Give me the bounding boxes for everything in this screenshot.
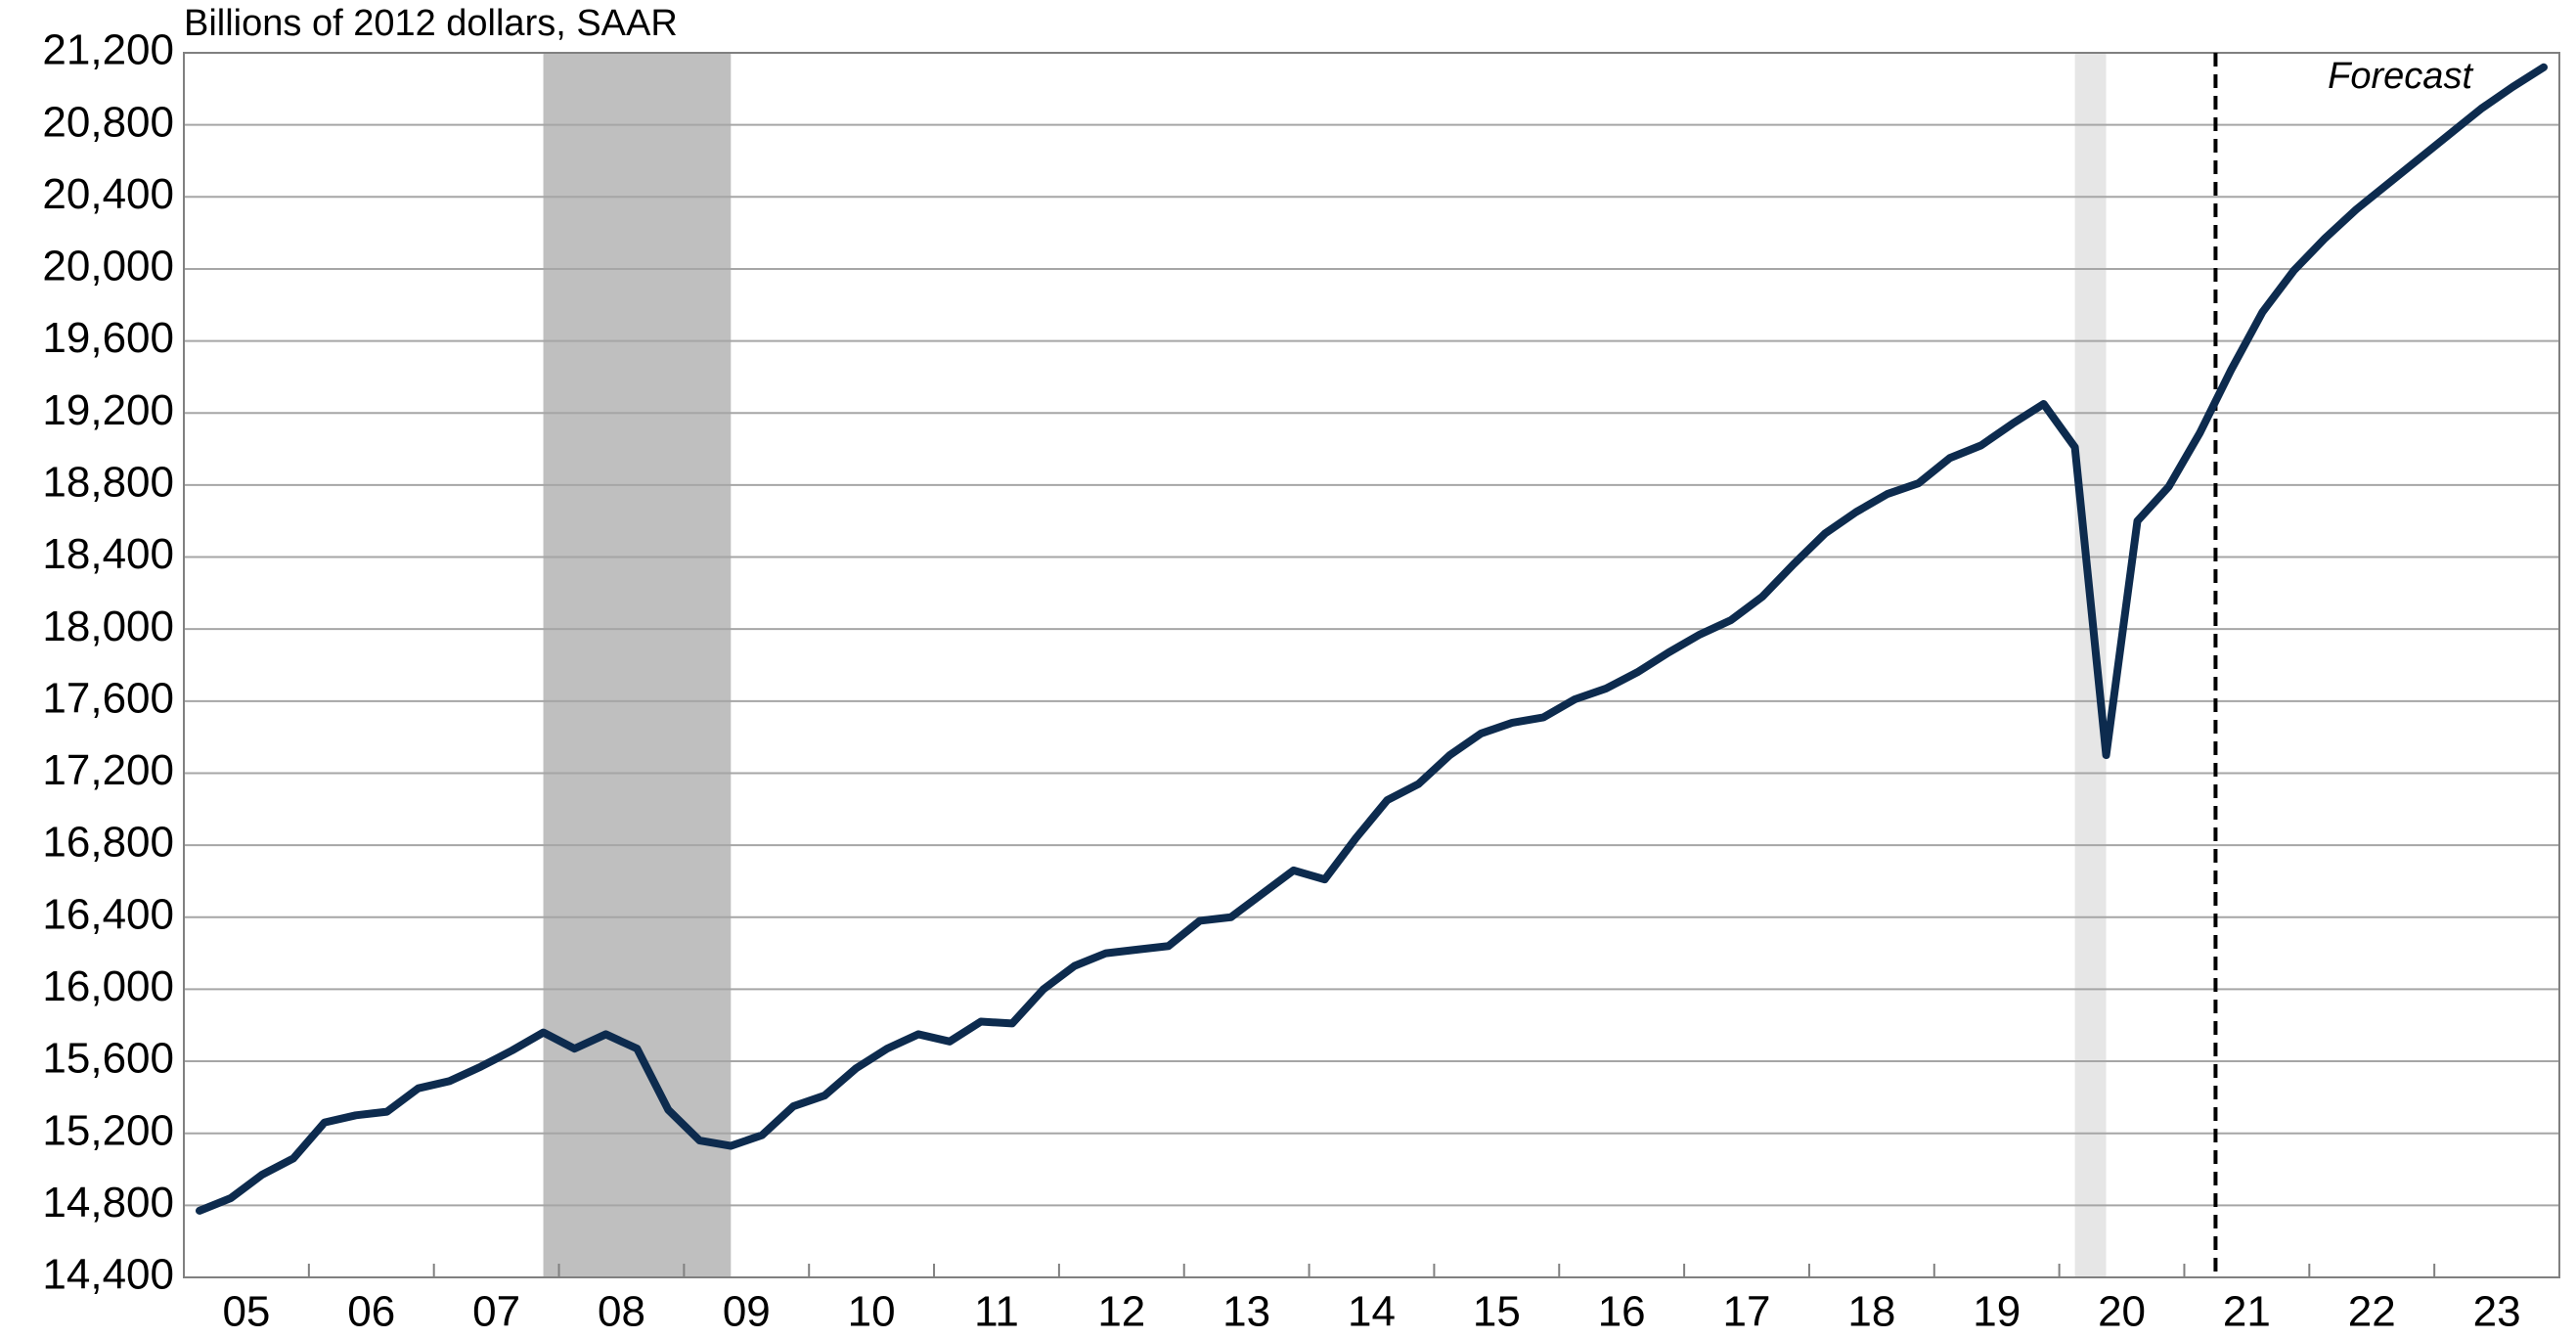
- x-tick-label: 13: [1222, 1288, 1270, 1336]
- y-tick-label: 14,400: [42, 1251, 174, 1299]
- y-tick-label: 21,200: [42, 26, 174, 74]
- recession-shade: [543, 53, 732, 1277]
- y-tick-label: 20,800: [42, 98, 174, 146]
- x-tick-label: 12: [1097, 1288, 1145, 1336]
- gdp-line: [195, 63, 2549, 1215]
- y-tick-label: 15,600: [42, 1035, 174, 1083]
- x-tick-label: 21: [2223, 1288, 2271, 1336]
- x-tick-label: 20: [2098, 1288, 2146, 1336]
- x-tick-label: 10: [848, 1288, 896, 1336]
- y-tick-label: 16,000: [42, 962, 174, 1010]
- y-tick-label: 15,200: [42, 1106, 174, 1154]
- y-tick-label: 18,000: [42, 603, 174, 650]
- x-tick-label: 14: [1348, 1288, 1396, 1336]
- y-axis-label: Billions of 2012 dollars, SAAR: [184, 3, 678, 44]
- y-tick-label: 19,600: [42, 314, 174, 362]
- y-tick-label: 14,800: [42, 1179, 174, 1227]
- y-tick-label: 19,200: [42, 386, 174, 434]
- y-tick-label: 16,400: [42, 890, 174, 938]
- x-tick-label: 11: [974, 1288, 1019, 1336]
- y-tick-label: 18,800: [42, 459, 174, 507]
- x-tick-label: 06: [347, 1288, 395, 1336]
- x-tick-label: 17: [1723, 1288, 1771, 1336]
- x-tick-label: 15: [1473, 1288, 1521, 1336]
- y-tick-label: 18,400: [42, 530, 174, 578]
- x-tick-label: 05: [222, 1288, 270, 1336]
- y-tick-label: 17,600: [42, 674, 174, 722]
- y-tick-label: 17,200: [42, 746, 174, 794]
- annotation: Forecast: [2328, 56, 2473, 97]
- x-tick-label: 07: [472, 1288, 520, 1336]
- x-tick-label: 22: [2348, 1288, 2396, 1336]
- x-tick-label: 09: [723, 1288, 771, 1336]
- y-tick-label: 20,000: [42, 243, 174, 290]
- x-tick-label: 08: [598, 1288, 645, 1336]
- y-tick-label: 16,800: [42, 819, 174, 867]
- x-tick-label: 18: [1847, 1288, 1895, 1336]
- x-tick-label: 16: [1598, 1288, 1646, 1336]
- x-tick-label: 23: [2473, 1288, 2521, 1336]
- y-tick-label: 20,400: [42, 170, 174, 218]
- plot-border: [183, 52, 2560, 1278]
- recession-shade: [2074, 53, 2107, 1277]
- x-tick-label: 19: [1973, 1288, 2021, 1336]
